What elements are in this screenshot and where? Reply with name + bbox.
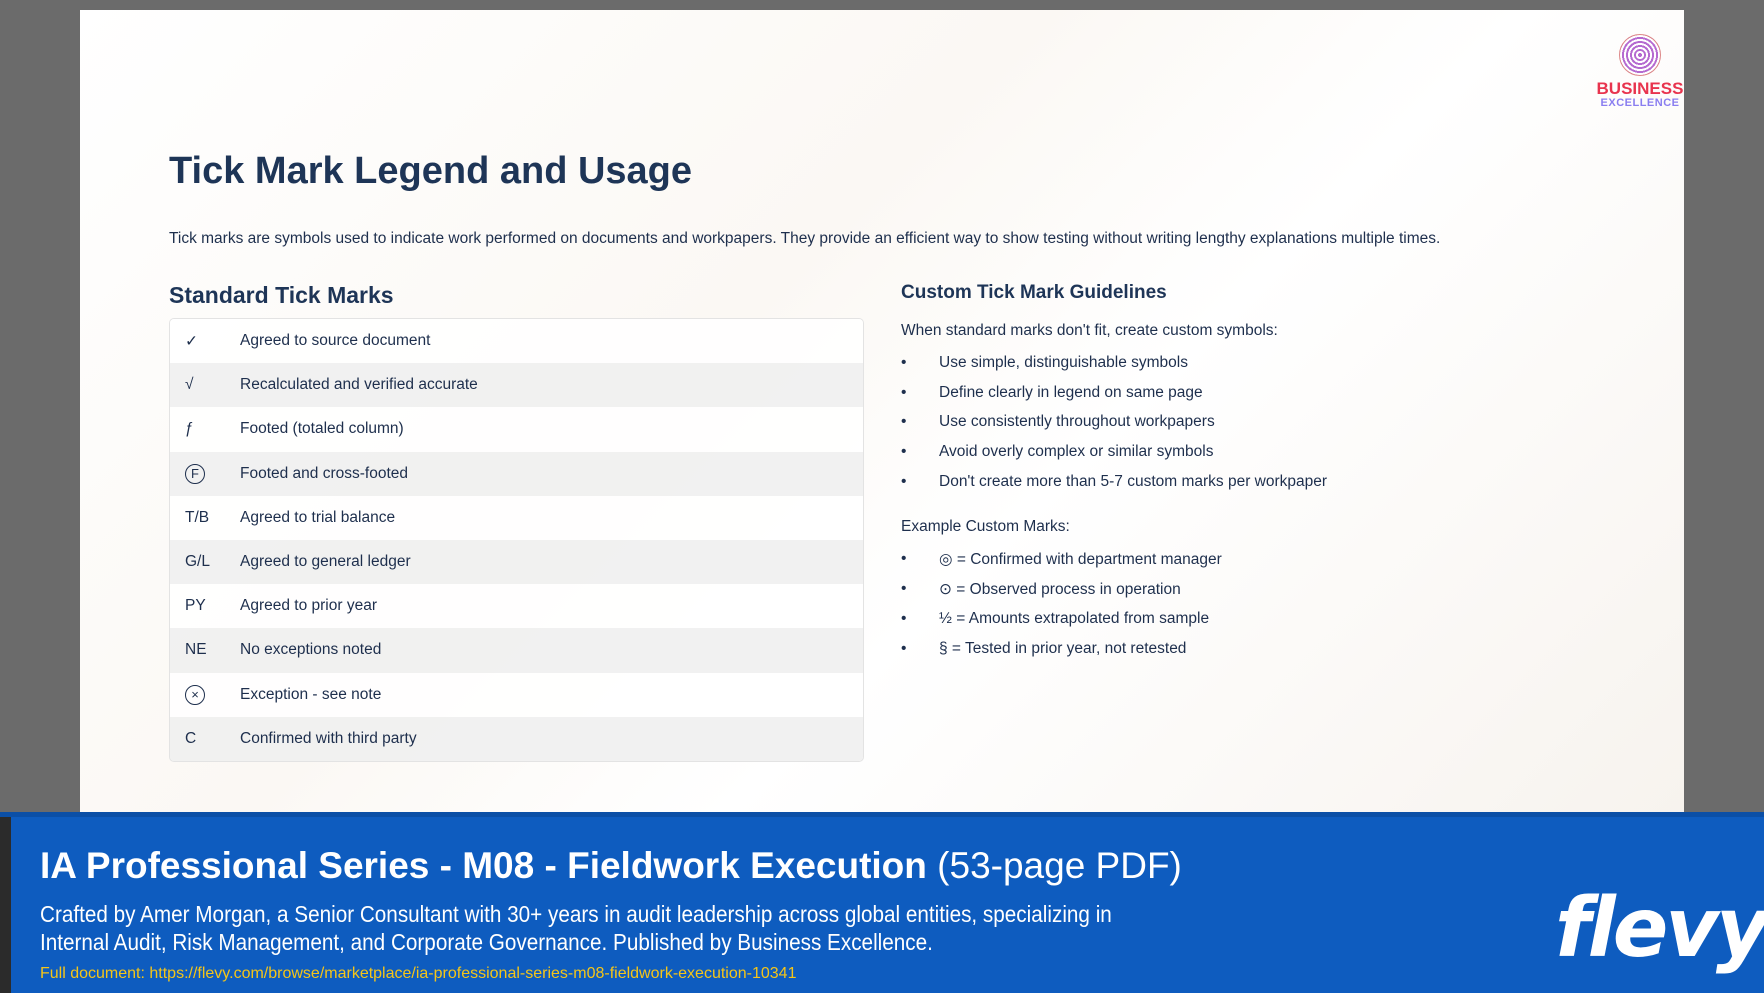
list-item: Use simple, distinguishable symbols (901, 354, 1601, 384)
intro-text: Tick marks are symbols used to indicate … (169, 230, 1441, 247)
table-row: G/L Agreed to general ledger (170, 539, 863, 585)
tick-meaning: Agreed to trial balance (240, 508, 396, 526)
tick-symbol: × (185, 684, 205, 705)
footer-strip (0, 817, 11, 993)
table-row: √ Recalculated and verified accurate (170, 363, 863, 408)
tick-symbol: NE (185, 641, 207, 659)
business-excellence-logo: BUSINESS EXCELLENCE (1580, 34, 1700, 109)
document-title: IA Professional Series - M08 - Fieldwork… (40, 845, 927, 886)
footer-banner: IA Professional Series - M08 - Fieldwork… (0, 812, 1764, 993)
tick-meaning: Footed (totaled column) (240, 420, 404, 438)
page-title: Tick Mark Legend and Usage (169, 150, 693, 192)
flevy-logo: flevy (1555, 881, 1764, 976)
tick-symbol: T/B (185, 508, 210, 526)
tick-meaning: Exception - see note (240, 685, 382, 703)
examples-list: ◎ = Confirmed with department manager ⊙ … (901, 550, 1601, 669)
table-row: PY Agreed to prior year (170, 584, 863, 629)
table-row: × Exception - see note (170, 672, 863, 717)
custom-intro: When standard marks don't fit, create cu… (901, 322, 1278, 339)
table-row: ✓ Agreed to source document (170, 319, 863, 364)
tick-symbol: C (185, 729, 197, 747)
tick-meaning: Agreed to prior year (240, 597, 377, 615)
list-item: § = Tested in prior year, not retested (901, 640, 1601, 670)
tick-meaning: Agreed to source document (240, 332, 431, 350)
tick-meaning: Footed and cross-footed (240, 464, 409, 482)
table-row: F Footed and cross-footed (170, 451, 863, 496)
guideline-list: Use simple, distinguishable symbols Defi… (901, 354, 1601, 502)
table-row: ƒ Footed (totaled column) (170, 407, 863, 452)
custom-heading: Custom Tick Mark Guidelines (901, 282, 1167, 303)
list-item: ⊙ = Observed process in operation (901, 580, 1601, 610)
tick-meaning: Confirmed with third party (240, 729, 417, 747)
list-item: Define clearly in legend on same page (901, 384, 1601, 414)
table-row: NE No exceptions noted (170, 628, 863, 673)
tick-symbol: √ (185, 376, 194, 394)
page-count: (53-page PDF) (937, 845, 1182, 886)
examples-heading: Example Custom Marks: (901, 518, 1070, 536)
custom-guidelines: Custom Tick Mark Guidelines When standar… (901, 282, 1601, 685)
document-page: BUSINESS EXCELLENCE Tick Mark Legend and… (80, 10, 1684, 815)
tick-meaning: Recalculated and verified accurate (240, 376, 478, 394)
tick-symbol-cell: F (170, 463, 240, 484)
list-item: ½ = Amounts extrapolated from sample (901, 610, 1601, 640)
logo-line1: BUSINESS (1596, 79, 1684, 98)
list-item: ◎ = Confirmed with department manager (901, 550, 1601, 580)
logo-icon (1619, 34, 1661, 76)
list-item: Don't create more than 5-7 custom marks … (901, 473, 1601, 503)
standard-heading: Standard Tick Marks (169, 282, 394, 308)
tick-symbol: G/L (185, 553, 210, 571)
tick-symbol: ƒ (185, 420, 194, 438)
footer-description: Crafted by Amer Morgan, a Senior Consult… (40, 901, 1112, 955)
tick-meaning: No exceptions noted (240, 641, 382, 659)
footer-title: IA Professional Series - M08 - Fieldwork… (40, 845, 1182, 887)
tick-mark-table: ✓ Agreed to source document √ Recalculated… (169, 318, 864, 762)
list-item: Use consistently throughout workpapers (901, 413, 1601, 443)
tick-meaning: Agreed to general ledger (240, 553, 411, 571)
tick-symbol-cell: × (170, 684, 240, 705)
table-row: T/B Agreed to trial balance (170, 495, 863, 540)
tick-symbol: F (185, 463, 205, 484)
table-row: C Confirmed with third party (170, 716, 863, 761)
list-item: Avoid overly complex or similar symbols (901, 443, 1601, 473)
tick-symbol: ✓ (185, 332, 198, 350)
tick-symbol: PY (185, 597, 206, 615)
document-link[interactable]: Full document: https://flevy.com/browse/… (40, 965, 797, 982)
logo-line2: EXCELLENCE (1600, 97, 1680, 109)
